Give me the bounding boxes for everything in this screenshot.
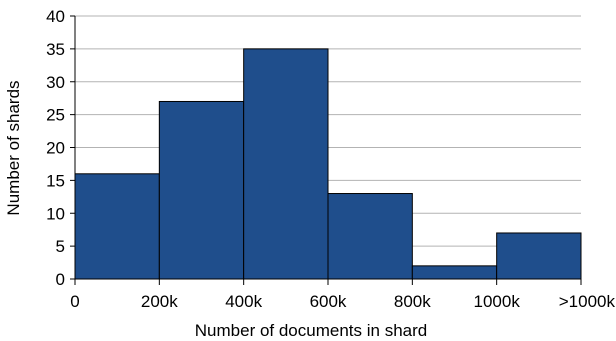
bars	[74, 48, 582, 280]
x-tick-label-2: 400k	[225, 292, 262, 311]
y-tick-labels: 0 5 10 15 20 25 30 35 40	[46, 7, 75, 289]
x-tick-label-3: 600k	[310, 292, 347, 311]
y-axis-title: Number of shards	[4, 80, 23, 215]
y-tick-label-2: 10	[46, 204, 65, 223]
x-tick-label-5: 1000k	[474, 292, 521, 311]
y-tick-label-8: 40	[46, 7, 65, 26]
y-tick-label-6: 30	[46, 73, 65, 92]
x-tick-label-6: >1000k	[559, 292, 616, 311]
x-tick-label-0: 0	[70, 292, 79, 311]
y-tick-label-3: 15	[46, 171, 65, 190]
bar-4	[411, 265, 498, 280]
bar-5	[496, 232, 582, 280]
y-tick-label-7: 35	[46, 40, 65, 59]
bar-0	[74, 173, 160, 280]
y-tick-label-1: 5	[56, 237, 65, 256]
y-tick-label-0: 0	[56, 270, 65, 289]
bar-3	[327, 193, 413, 280]
y-tick-label-4: 20	[46, 139, 65, 158]
x-tick-label-1: 200k	[141, 292, 178, 311]
bar-1	[158, 100, 245, 280]
x-tick-labels: 0 200k 400k 600k 800k 1000k >1000k	[70, 279, 615, 311]
x-tick-label-4: 800k	[394, 292, 431, 311]
x-axis-title: Number of documents in shard	[195, 321, 427, 340]
y-tick-label-5: 25	[46, 106, 65, 125]
bar-2	[243, 48, 329, 280]
